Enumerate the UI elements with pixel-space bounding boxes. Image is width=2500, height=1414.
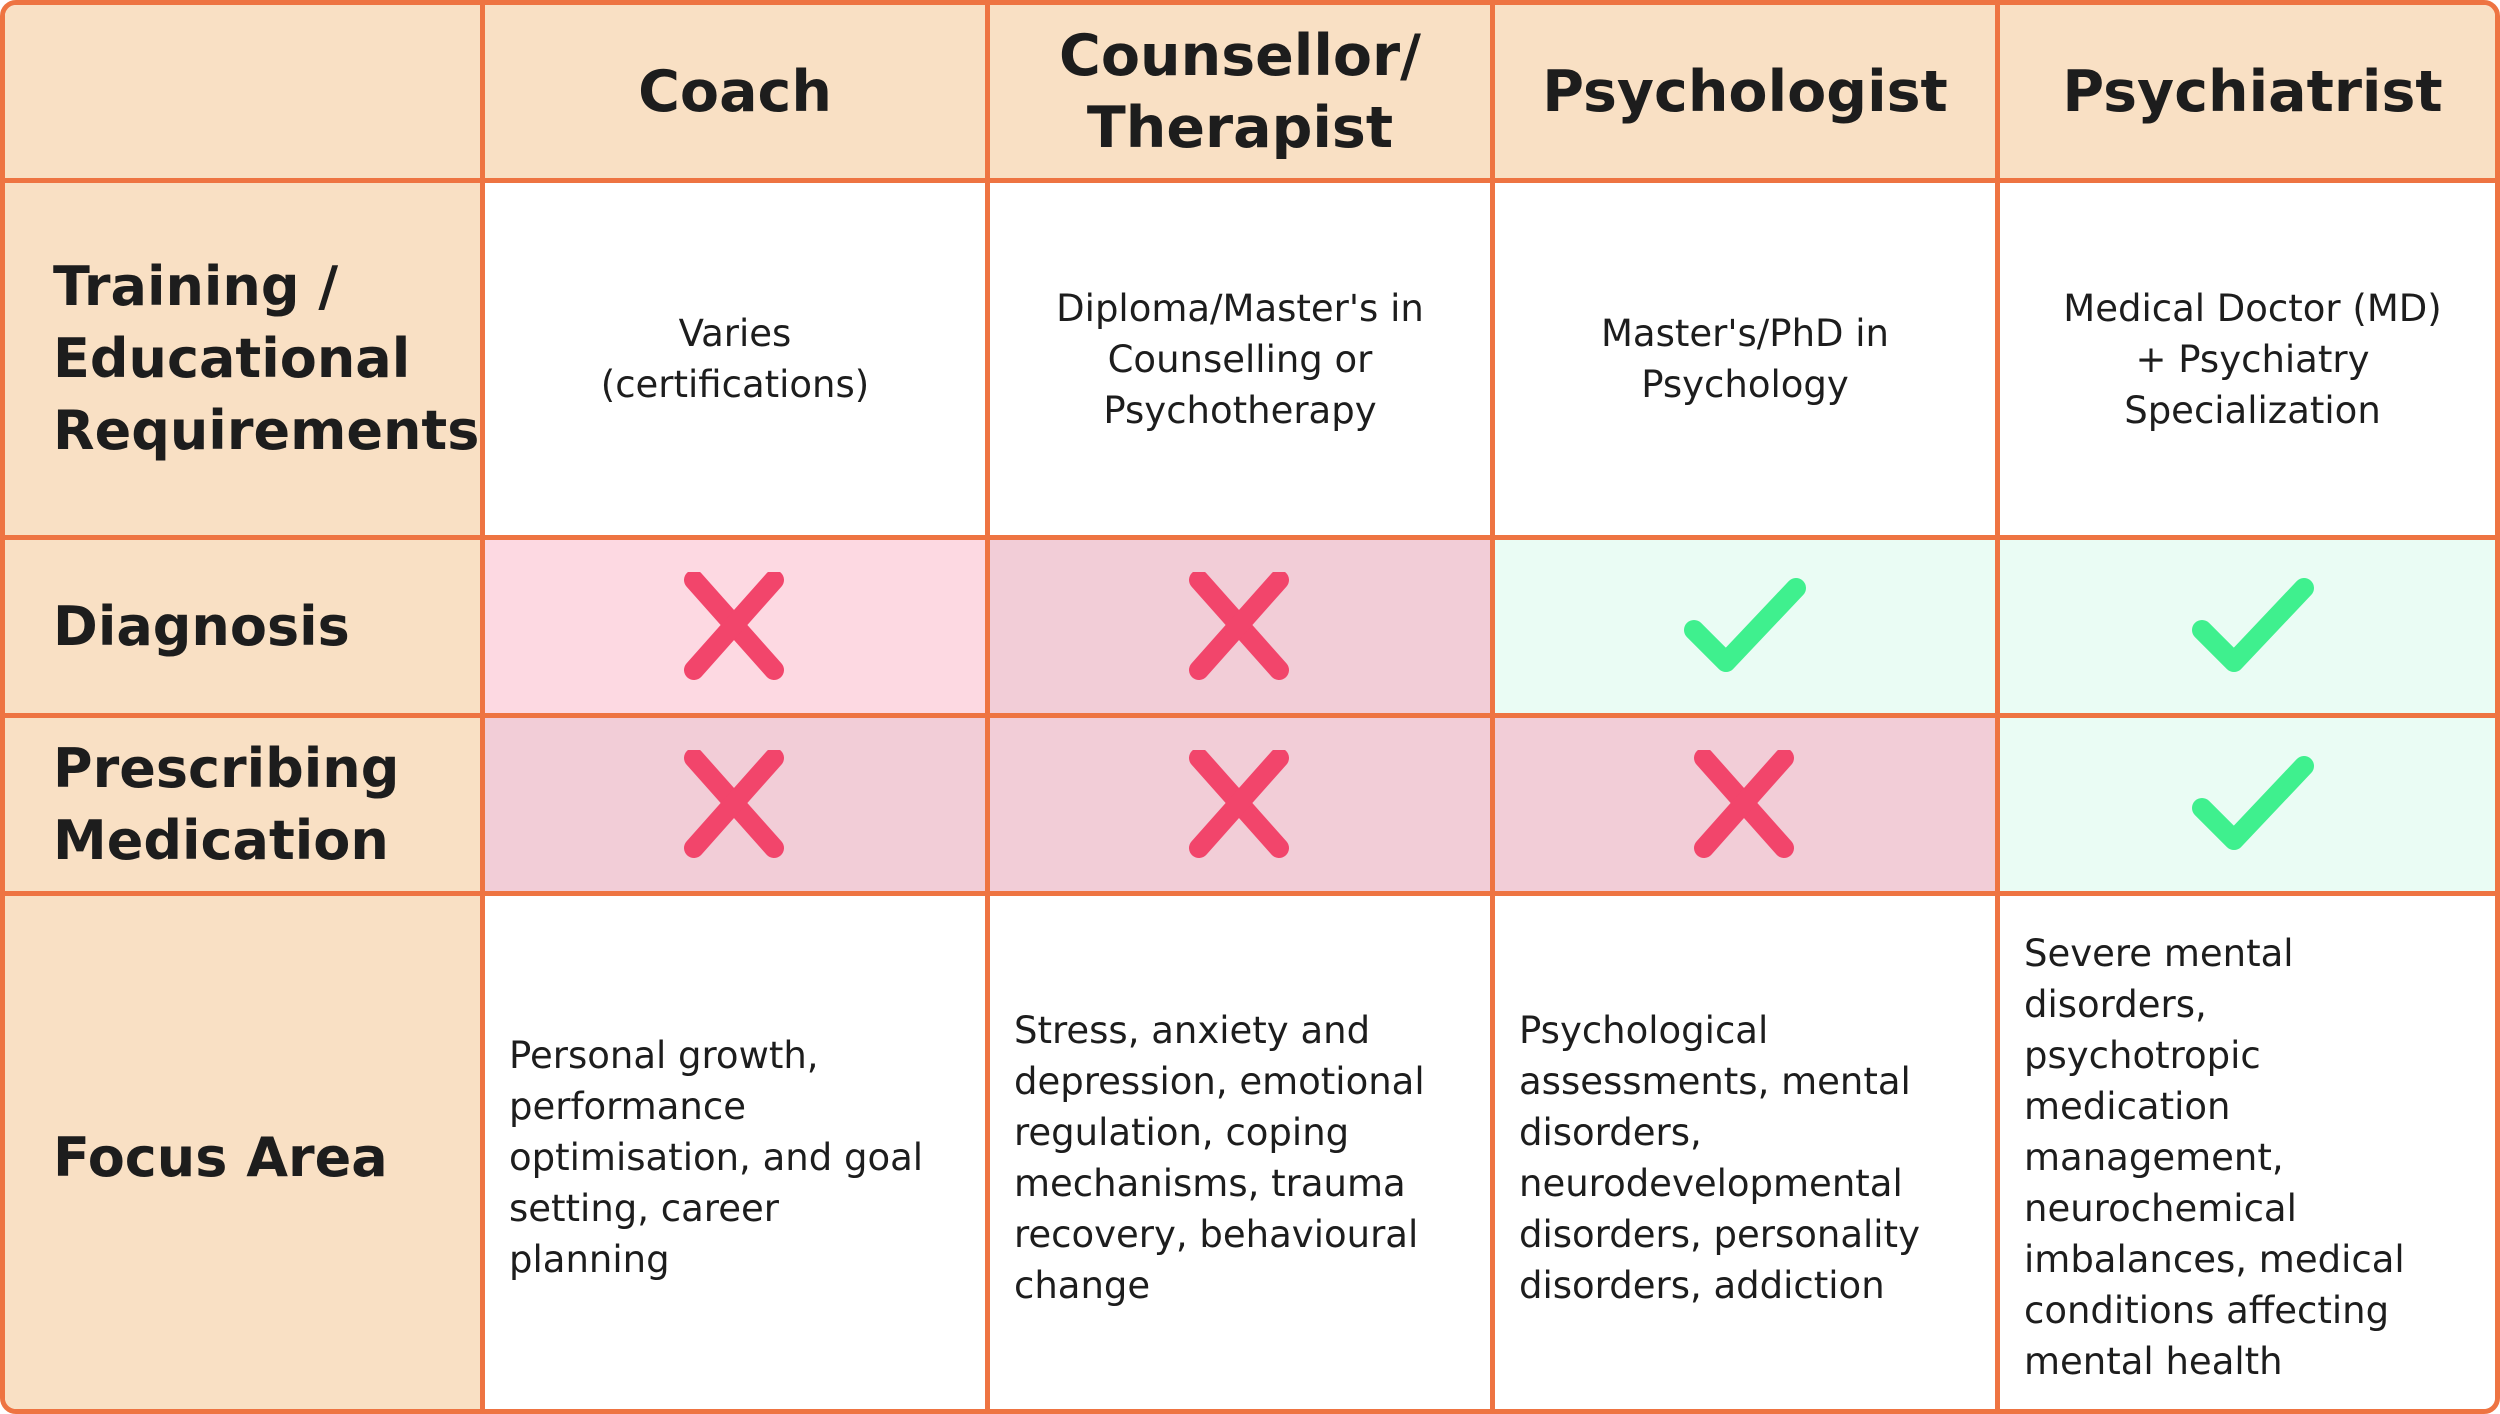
training-text: Medical Doctor (MD) + Psychiatry Special… (2063, 286, 2442, 432)
cross-icon (684, 571, 784, 680)
row-header-label: Focus Area (53, 1125, 388, 1189)
prescribing-cell-psychologist (1495, 718, 2000, 896)
diagnosis-cell-psychiatrist (2000, 540, 2495, 718)
focus-cell-coach: Personal growth, performance optimisatio… (485, 896, 990, 1409)
check-icon (1684, 577, 1806, 672)
check-icon (2191, 577, 2314, 672)
training-text: Diploma/Master's in Counselling or Psych… (1056, 286, 1424, 432)
check-icon (2191, 755, 2314, 850)
row-header-training: Training / Educational Requirements (5, 183, 485, 540)
training-cell-psychologist: Master's/PhD in Psychology (1495, 183, 2000, 540)
focus-text: Stress, anxiety and depression, emotiona… (1014, 1008, 1425, 1307)
row-header-diagnosis: Diagnosis (5, 540, 485, 718)
focus-text: Psychological assessments, mental disord… (1519, 1008, 1920, 1307)
cross-icon (1189, 749, 1289, 858)
column-header-label: Psychologist (1542, 58, 1948, 125)
column-header-label: Coach (638, 58, 832, 125)
focus-cell-psychiatrist: Severe mental disorders, psychotropic me… (2000, 896, 2495, 1409)
diagnosis-cell-coach (485, 540, 990, 718)
cross-icon (684, 749, 784, 858)
diagnosis-cell-counsellor (990, 540, 1495, 718)
row-header-focus: Focus Area (5, 896, 485, 1409)
column-header-counsellor: Counsellor/ Therapist (990, 5, 1495, 183)
row-header-prescribing: Prescribing Medication (5, 718, 485, 896)
training-cell-counsellor: Diploma/Master's in Counselling or Psych… (990, 183, 1495, 540)
prescribing-cell-coach (485, 718, 990, 896)
row-header-label: Diagnosis (53, 594, 350, 658)
training-text: Varies (certifications) (600, 312, 870, 406)
row-header-label: Training / Educational Requirements (53, 255, 480, 462)
focus-cell-counsellor: Stress, anxiety and depression, emotiona… (990, 896, 1495, 1409)
focus-text: Severe mental disorders, psychotropic me… (2024, 932, 2405, 1383)
corner-cell (5, 5, 485, 183)
training-cell-psychiatrist: Medical Doctor (MD) + Psychiatry Special… (2000, 183, 2495, 540)
prescribing-cell-counsellor (990, 718, 1495, 896)
row-header-label: Prescribing Medication (53, 736, 400, 872)
column-header-coach: Coach (485, 5, 990, 183)
column-header-label: Psychiatrist (2062, 58, 2443, 125)
prescribing-cell-psychiatrist (2000, 718, 2495, 896)
cross-icon (1694, 749, 1794, 858)
column-header-label: Counsellor/ Therapist (1059, 22, 1421, 161)
column-header-psychiatrist: Psychiatrist (2000, 5, 2495, 183)
diagnosis-cell-psychologist (1495, 540, 2000, 718)
training-cell-coach: Varies (certifications) (485, 183, 990, 540)
column-header-psychologist: Psychologist (1495, 5, 2000, 183)
cross-icon (1189, 571, 1289, 680)
training-text: Master's/PhD in Psychology (1600, 312, 1889, 406)
focus-text: Personal growth, performance optimisatio… (509, 1034, 924, 1281)
focus-cell-psychologist: Psychological assessments, mental disord… (1495, 896, 2000, 1409)
